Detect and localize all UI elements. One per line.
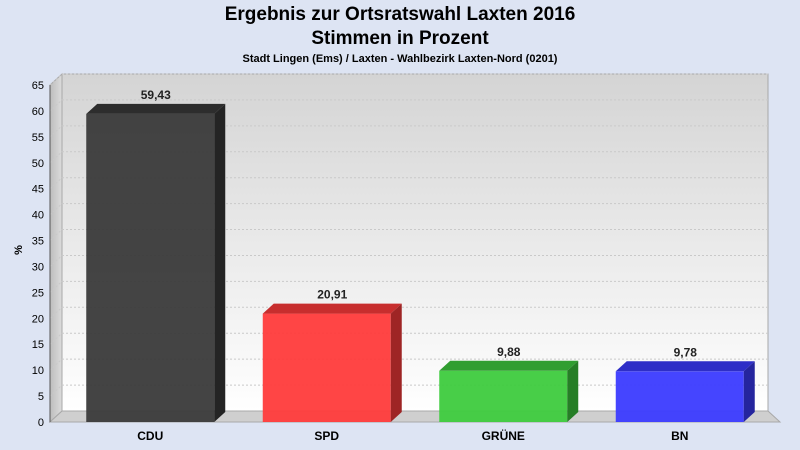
y-tick-label: 30	[32, 261, 44, 273]
bar-front	[262, 313, 391, 422]
gridline-side	[49, 99, 63, 112]
y-tick-label: 60	[32, 106, 44, 118]
x-category-label: BN	[671, 429, 688, 443]
bar-value-label: 59,43	[141, 88, 171, 102]
chart-subtitle: Stimmen in Prozent	[311, 28, 489, 49]
bar-front	[439, 370, 568, 422]
bar-top	[615, 361, 755, 372]
bar-side	[390, 303, 402, 422]
gridline-side	[49, 255, 63, 267]
gridline-side	[49, 306, 63, 319]
y-tick-label: 15	[32, 339, 44, 351]
y-tick-label: 5	[38, 391, 44, 403]
y-axis-label: %	[13, 245, 25, 255]
gridline-side	[49, 151, 63, 164]
plot-side-wall	[49, 72, 63, 424]
y-tick-label: 0	[38, 417, 44, 429]
bar-front	[86, 113, 215, 423]
gridline-side	[49, 358, 63, 371]
chart-caption: Stadt Lingen (Ems) / Laxten - Wahlbezirk…	[242, 53, 558, 65]
y-tick-label: 55	[32, 132, 44, 144]
gridline-side	[49, 203, 63, 215]
bar-value-label: 20,91	[317, 288, 347, 302]
bar-top	[86, 103, 226, 114]
y-tick-label: 10	[32, 365, 44, 377]
y-tick-label: 25	[32, 287, 44, 299]
y-tick-label: 45	[32, 184, 44, 196]
gridline-side	[49, 281, 63, 293]
bar-value-label: 9,78	[674, 345, 698, 359]
y-tick-label: 50	[32, 158, 44, 170]
x-category-label: GRÜNE	[482, 428, 525, 443]
gridline-side	[49, 332, 63, 345]
gridline-side	[49, 229, 63, 241]
bar-top	[262, 303, 402, 314]
bar-side	[214, 103, 226, 423]
y-tick-label: 65	[32, 80, 44, 92]
chart-title: Ergebnis zur Ortsratswahl Laxten 2016	[224, 4, 576, 25]
bar-value-label: 9,88	[497, 345, 521, 359]
y-tick-label: 40	[32, 210, 44, 222]
bar-side	[743, 361, 755, 422]
gridline-side	[49, 125, 63, 138]
y-tick-label: 20	[32, 313, 44, 325]
gridline-side	[49, 384, 63, 397]
gridline-side	[49, 177, 63, 190]
x-category-label: SPD	[314, 429, 339, 443]
bar-side	[567, 360, 579, 422]
x-category-label: CDU	[137, 429, 163, 443]
y-tick-label: 35	[32, 236, 44, 248]
gridline-side	[49, 73, 63, 86]
bar-front	[615, 371, 744, 422]
bar-top	[439, 360, 579, 371]
